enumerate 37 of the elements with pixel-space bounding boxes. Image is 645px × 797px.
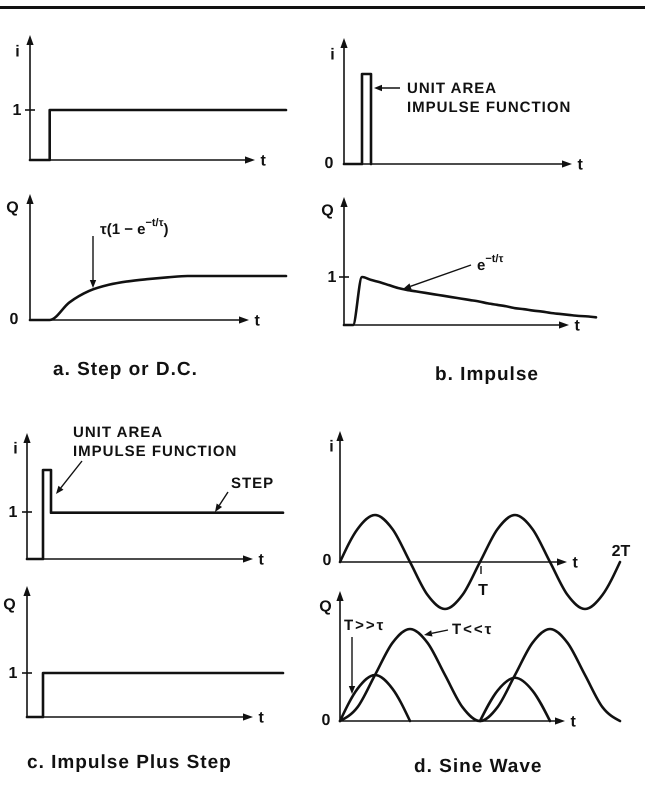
annotation: UNIT AREA IMPULSE FUNCTION bbox=[407, 80, 572, 116]
text: 0 bbox=[324, 154, 334, 172]
y-axis-title: Q bbox=[3, 596, 16, 614]
text: UNIT AREA IMPULSE FUNCTION bbox=[73, 424, 238, 460]
text: c. Impulse Plus Step bbox=[27, 752, 232, 772]
text: d. Sine Wave bbox=[414, 756, 542, 776]
text: a. Step or D.C. bbox=[53, 358, 198, 380]
annotation: T bbox=[478, 582, 488, 598]
x-axis-title: t bbox=[578, 156, 584, 174]
text: 1 bbox=[328, 268, 337, 286]
text: T>>τ bbox=[344, 616, 386, 634]
annotation: STEP bbox=[231, 474, 274, 492]
y-axis-title: i bbox=[15, 44, 20, 60]
y-axis-title: Q bbox=[319, 598, 332, 616]
x-axis-title: t bbox=[570, 714, 576, 730]
x-axis-title: t bbox=[254, 312, 260, 330]
text: τ(1 − e$^{−t/τ}$) bbox=[100, 217, 169, 238]
y-axis-title: Q bbox=[321, 202, 334, 220]
text: b. Impulse bbox=[435, 364, 539, 384]
annotation: 1 bbox=[12, 102, 22, 118]
text: e$^{−t/τ}$ bbox=[477, 253, 504, 274]
text: 0 bbox=[322, 712, 331, 728]
x-axis-title: t bbox=[572, 554, 578, 572]
annotation: 0 bbox=[322, 552, 332, 568]
y-axis-title: Q bbox=[6, 200, 19, 216]
legend-label: T<<τ bbox=[452, 620, 494, 638]
text: 1 bbox=[8, 504, 18, 520]
text: 0 bbox=[10, 310, 19, 328]
y-axis-title: i bbox=[13, 440, 18, 458]
x-axis-title: t bbox=[258, 552, 264, 568]
y-axis-title: i bbox=[329, 438, 334, 456]
y-axis-title: i bbox=[330, 46, 335, 64]
annotation: 2T bbox=[612, 542, 631, 560]
text: 1 bbox=[8, 664, 18, 682]
x-axis-title: t bbox=[260, 152, 266, 170]
x-axis-title: t bbox=[258, 710, 264, 726]
x-axis-title: t bbox=[574, 318, 580, 334]
